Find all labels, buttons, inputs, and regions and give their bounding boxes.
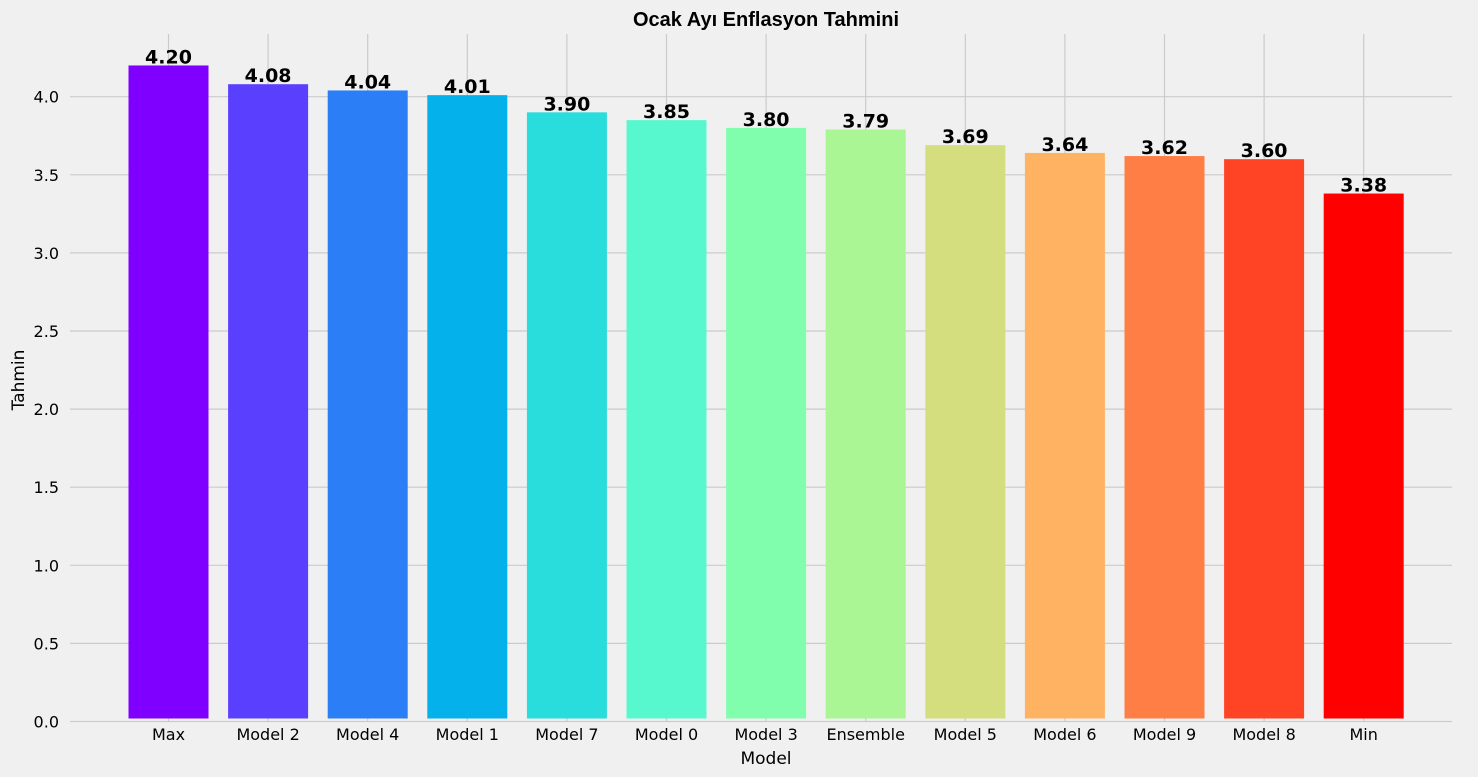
bar-model-5 — [925, 145, 1006, 719]
y-tick-label: 0.0 — [34, 713, 59, 732]
y-tick-label: 2.5 — [34, 322, 59, 341]
bar-value-label: 4.08 — [245, 65, 292, 87]
y-tick-label: 3.0 — [34, 244, 59, 263]
x-tick-label: Model 7 — [535, 725, 598, 744]
bar-value-label: 3.64 — [1041, 134, 1088, 156]
x-tick-label: Model 3 — [734, 725, 797, 744]
bar-value-label: 4.20 — [145, 46, 192, 68]
bar-max — [128, 65, 209, 719]
bar-value-label: 3.80 — [743, 109, 790, 131]
x-tick-label: Model 0 — [635, 725, 698, 744]
bar-value-label: 3.79 — [842, 111, 889, 133]
x-tick-label: Ensemble — [826, 725, 904, 744]
x-tick-label: Min — [1350, 725, 1378, 744]
x-tick-label: Model 9 — [1133, 725, 1196, 744]
bar-model-6 — [1024, 152, 1105, 719]
bar-ensemble — [825, 129, 906, 719]
y-tick-labels: 0.0 0.5 1.0 1.5 2.0 2.5 3.0 3.5 4.0 — [34, 88, 59, 732]
bar-min — [1323, 193, 1404, 719]
bar-model-0 — [626, 120, 707, 719]
x-tick-label: Model 1 — [436, 725, 499, 744]
y-tick-label: 0.5 — [34, 634, 59, 653]
bar-value-label: 3.85 — [643, 101, 690, 123]
bar-model-4 — [327, 90, 408, 719]
y-tick-label: 2.0 — [34, 400, 59, 419]
bar-value-label: 3.69 — [942, 126, 989, 148]
chart-title: Ocak Ayı Enflasyon Tahmini — [633, 9, 899, 31]
bar-model-3 — [726, 127, 807, 719]
x-tick-label: Max — [152, 725, 185, 744]
bar-model-1 — [427, 95, 508, 719]
x-tick-label: Model 8 — [1232, 725, 1295, 744]
y-tick-label: 1.5 — [34, 478, 59, 497]
x-tick-labels: Max Model 2 Model 4 Model 1 Model 7 Model 0 Mo… — [152, 725, 1378, 744]
bar-value-label: 3.60 — [1241, 140, 1288, 162]
bar-model-8 — [1224, 159, 1305, 719]
bar-value-label: 3.62 — [1141, 137, 1188, 159]
bar-model-2 — [228, 84, 309, 719]
x-tick-label: Model 4 — [336, 725, 399, 744]
y-axis-label: Tahmin — [9, 350, 29, 412]
bar-model-7 — [526, 112, 607, 719]
y-tick-label: 3.5 — [34, 166, 59, 185]
bars — [128, 65, 1404, 719]
y-tick-label: 4.0 — [34, 88, 59, 107]
bar-value-label: 3.90 — [543, 93, 590, 115]
bar-value-label: 4.01 — [444, 76, 491, 98]
bar-value-label: 4.04 — [344, 71, 391, 93]
y-tick-label: 1.0 — [34, 556, 59, 575]
x-axis-label: Model — [740, 749, 791, 769]
x-tick-label: Model 2 — [236, 725, 299, 744]
bar-value-label: 3.38 — [1340, 175, 1387, 197]
value-labels: 4.20 4.08 4.04 4.01 3.90 3.85 3.80 3.79 3.69 3.64… — [145, 46, 1387, 196]
x-tick-label: Model 6 — [1033, 725, 1096, 744]
x-tick-label: Model 5 — [934, 725, 997, 744]
bar-model-9 — [1124, 156, 1205, 719]
